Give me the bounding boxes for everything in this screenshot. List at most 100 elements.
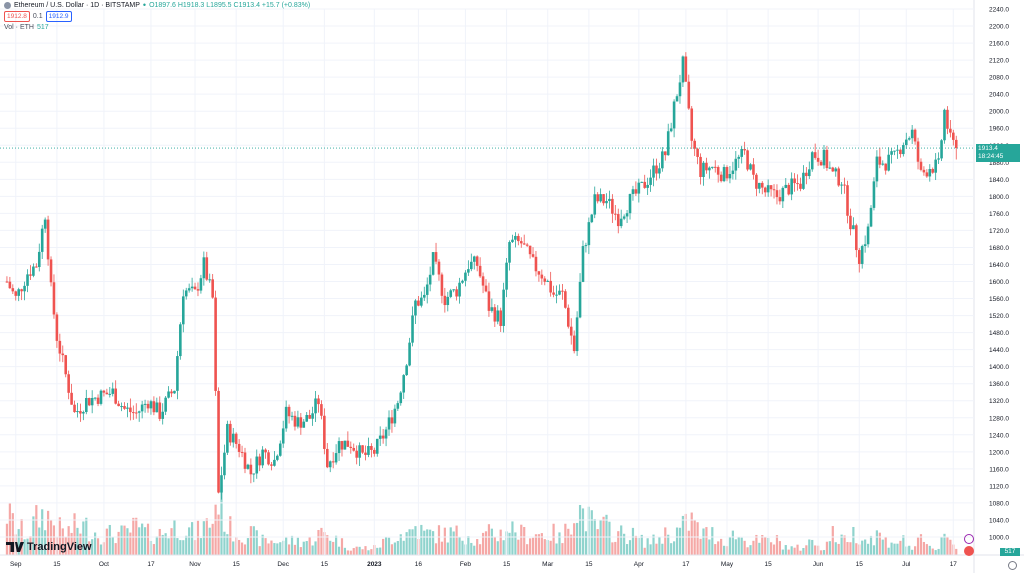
candle-body: [904, 139, 908, 146]
candle-body: [810, 152, 814, 170]
buy-price-button[interactable]: 1912.9: [45, 11, 72, 22]
sell-price-button[interactable]: 1912.8: [4, 11, 30, 22]
volume-bar: [755, 534, 758, 555]
volume-bar: [511, 521, 514, 555]
candle-body: [799, 183, 802, 189]
candle-body: [760, 182, 764, 188]
candle-body: [146, 403, 150, 409]
volume-label[interactable]: Vol · ETH: [4, 24, 34, 31]
volume-bar: [138, 527, 141, 555]
candle-body: [828, 167, 832, 169]
candle-body: [755, 174, 758, 189]
candle-body: [302, 421, 306, 428]
volume-bar: [279, 542, 282, 555]
volume-bar: [32, 516, 35, 555]
volume-bar: [790, 546, 793, 555]
candle-body: [475, 256, 479, 266]
volume-bar: [155, 536, 158, 555]
y-tick-label: 1520.0: [989, 313, 1009, 320]
candle-body: [287, 406, 291, 417]
volume-bar: [570, 534, 573, 555]
candle-body: [167, 391, 170, 398]
volume-bar: [623, 533, 626, 555]
candle-body: [813, 152, 817, 158]
candle-body: [743, 148, 746, 151]
volume-bar: [875, 530, 878, 555]
flag-icon[interactable]: [964, 546, 974, 556]
candle-body: [855, 225, 858, 251]
candle-body: [346, 440, 350, 447]
candle-body: [149, 401, 153, 409]
candle-body: [352, 447, 356, 451]
volume-bar: [625, 544, 629, 555]
candle-body: [223, 452, 226, 476]
volume-bar: [775, 535, 779, 555]
candle-body: [784, 184, 788, 188]
volume-bar: [49, 520, 53, 555]
candle-body: [543, 278, 547, 282]
candle-body: [640, 181, 644, 183]
candle-body: [922, 169, 926, 173]
candle-body: [666, 131, 670, 156]
volume-bar: [176, 538, 179, 555]
volume-value: 517: [36, 24, 49, 31]
candle-body: [226, 423, 229, 453]
candle-body: [669, 128, 673, 132]
candle-body: [117, 403, 120, 407]
candle-body: [599, 194, 602, 202]
ethereum-icon: [4, 2, 11, 9]
candle-body: [49, 259, 53, 283]
lightning-icon[interactable]: [964, 534, 974, 544]
candle-body: [129, 407, 132, 413]
volume-bar: [190, 522, 194, 555]
volume-bar: [908, 545, 911, 555]
volume-bar: [705, 527, 708, 555]
candle-body: [470, 261, 473, 270]
y-tick-label: 1040.0: [989, 517, 1009, 524]
candle-body: [652, 165, 655, 178]
volume-bar: [264, 538, 267, 555]
tradingview-logo[interactable]: TradingView: [6, 541, 92, 553]
x-tick-label: Jun: [813, 561, 824, 568]
volume-bar: [699, 538, 702, 555]
tradingview-logo-icon: [6, 542, 24, 552]
candle-body: [355, 450, 358, 458]
candle-body: [822, 149, 826, 166]
candle-body: [693, 140, 696, 149]
candle-body: [417, 300, 420, 306]
candle-body: [637, 182, 641, 194]
volume-bar: [17, 529, 20, 555]
volume-bar: [628, 540, 632, 555]
volume-bar: [152, 544, 155, 555]
candle-body: [846, 185, 849, 216]
volume-bar: [434, 543, 438, 555]
candle-body: [105, 392, 109, 395]
volume-bar: [70, 532, 73, 555]
volume-bar: [185, 535, 188, 555]
gear-icon[interactable]: [1008, 561, 1017, 570]
symbol-title[interactable]: Ethereum / U.S. Dollar · 1D · BITSTAMP: [14, 2, 140, 9]
candle-body: [910, 129, 914, 139]
volume-bar: [308, 536, 311, 555]
volume-bar: [85, 517, 88, 555]
candle-body: [705, 162, 708, 171]
volume-tag: 517: [1000, 548, 1020, 556]
candle-body: [52, 282, 56, 315]
volume-bar: [523, 527, 526, 555]
candle-body: [937, 158, 940, 160]
volume-bar: [117, 531, 120, 555]
candle-body: [181, 296, 185, 325]
candle-body: [749, 164, 752, 170]
candle-body: [672, 101, 676, 129]
candle-body: [472, 256, 476, 262]
candle-body: [931, 169, 935, 173]
volume-bar: [420, 524, 423, 555]
candle-body: [276, 455, 279, 460]
volume-bar: [631, 527, 635, 555]
volume-bar: [946, 537, 949, 555]
y-tick-label: 1960.0: [989, 126, 1009, 133]
y-tick-label: 1760.0: [989, 211, 1009, 218]
volume-bar: [890, 542, 893, 555]
candle-body: [249, 464, 253, 475]
